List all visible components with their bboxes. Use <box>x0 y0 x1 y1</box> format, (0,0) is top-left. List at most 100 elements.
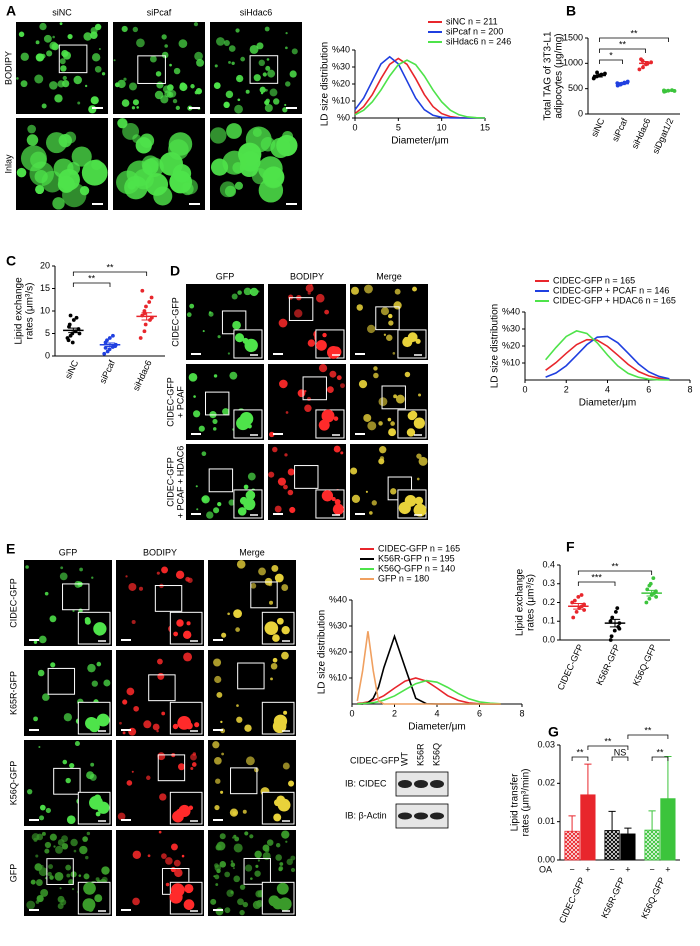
micrograph <box>16 118 108 210</box>
bar <box>564 830 580 861</box>
droplet <box>91 53 101 62</box>
droplet <box>318 364 328 373</box>
significance-label: * <box>609 50 613 60</box>
data-point <box>608 638 613 642</box>
y-tick-label: 0.00 <box>537 854 555 864</box>
inset-droplet <box>245 490 256 501</box>
significance-bracket <box>571 756 589 761</box>
lane-label: WT <box>399 752 409 766</box>
x-tick-label: 0 <box>352 122 357 132</box>
row-label: CIDEC-GFP <box>165 377 175 427</box>
droplet <box>196 508 199 511</box>
droplet <box>40 864 44 868</box>
row-label: + PCAF <box>175 386 185 418</box>
droplet <box>257 859 261 862</box>
droplet <box>35 854 39 858</box>
inset-droplet <box>333 416 339 421</box>
inset-droplet <box>273 813 282 822</box>
droplet <box>188 372 198 382</box>
droplet <box>216 37 225 46</box>
inset-droplet <box>183 899 195 910</box>
droplet <box>66 815 76 825</box>
droplet <box>143 720 152 729</box>
droplet <box>237 98 241 102</box>
droplet <box>210 127 227 144</box>
droplet <box>228 45 236 52</box>
droplet <box>44 841 52 849</box>
droplet <box>230 862 236 868</box>
blot-header: CIDEC-GFP <box>350 755 400 765</box>
droplet <box>67 161 81 175</box>
droplet <box>35 53 44 62</box>
droplet <box>269 600 274 605</box>
droplet <box>26 900 36 910</box>
droplet <box>34 74 44 84</box>
droplet <box>131 770 134 773</box>
droplet <box>281 584 289 591</box>
droplet <box>266 58 270 61</box>
droplet <box>132 134 142 144</box>
y-axis-label: LD size distribution <box>320 42 331 126</box>
roi-box <box>294 465 319 489</box>
droplet <box>38 745 41 749</box>
droplet <box>229 371 238 380</box>
droplet <box>214 863 219 868</box>
droplet <box>50 662 56 668</box>
droplet <box>254 850 262 859</box>
inset-droplet <box>316 339 327 351</box>
y-axis-label: Lipid exchange <box>515 568 526 636</box>
droplet <box>165 882 170 887</box>
droplet <box>198 425 205 432</box>
inset-droplet <box>97 801 110 814</box>
inset-droplet <box>184 883 194 894</box>
droplet <box>37 669 45 677</box>
inset-droplet <box>322 332 327 338</box>
droplet <box>388 428 397 437</box>
significance-bracket <box>627 734 669 739</box>
droplet <box>254 870 261 877</box>
droplet <box>244 864 253 872</box>
x-tick-label: siHdac6 <box>630 117 653 151</box>
inset-droplet <box>406 428 416 437</box>
data-point <box>603 71 607 76</box>
droplet <box>128 727 137 736</box>
droplet <box>340 383 345 389</box>
droplet <box>369 511 373 515</box>
droplet <box>48 864 54 870</box>
x-tick-label: 0 <box>522 384 527 394</box>
droplet <box>373 366 378 371</box>
droplet <box>387 417 392 422</box>
droplet <box>234 104 243 114</box>
droplet <box>175 570 185 580</box>
droplet <box>65 777 71 784</box>
droplet <box>49 833 57 841</box>
droplet <box>201 495 210 504</box>
droplet <box>274 505 282 513</box>
droplet <box>232 320 241 330</box>
micrograph <box>24 560 112 646</box>
droplet <box>73 849 77 853</box>
x-tick-label: 10 <box>437 122 447 132</box>
droplet <box>124 175 148 200</box>
droplet <box>83 32 92 41</box>
y-tick-label: 0.2 <box>542 597 555 607</box>
droplet <box>42 693 50 701</box>
droplet <box>264 26 270 32</box>
column-label: siPcaf <box>147 7 172 17</box>
droplet <box>38 867 48 877</box>
condition-value: − <box>569 864 574 874</box>
data-point <box>142 329 147 334</box>
micrograph <box>116 650 204 736</box>
droplet <box>393 394 398 399</box>
inset-droplet <box>234 333 245 343</box>
droplet <box>213 507 220 514</box>
droplet <box>138 586 144 591</box>
micrograph <box>268 284 346 360</box>
data-point <box>641 65 645 70</box>
droplet <box>161 34 167 40</box>
droplet <box>84 84 88 88</box>
droplet <box>250 582 257 589</box>
droplet <box>193 22 199 27</box>
droplet <box>161 566 169 574</box>
